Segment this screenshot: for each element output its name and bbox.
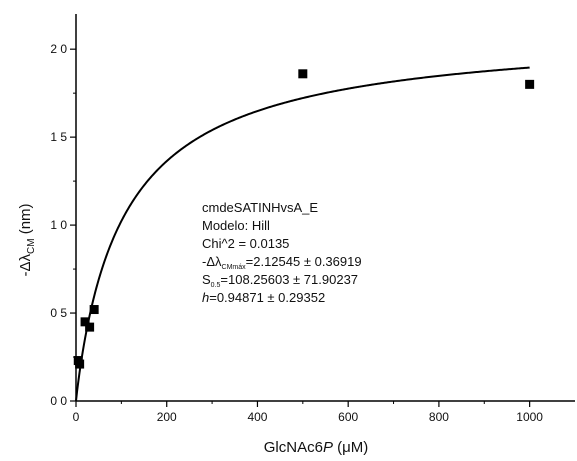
annotation-chi2: Chi^2 = 0.0135 <box>202 236 289 251</box>
data-point <box>85 322 95 332</box>
x-tick-label: 400 <box>247 410 267 424</box>
data-point <box>525 79 535 89</box>
y-tick-label: 2 0 <box>50 42 67 56</box>
x-tick-label: 1000 <box>516 410 543 424</box>
annotation-dataset: cmdeSATINHvsA_E <box>202 200 318 215</box>
y-tick-label: 1 5 <box>50 130 67 144</box>
data-point <box>75 359 85 369</box>
annotation-s05: S0.5=108.25603 ± 71.90237 <box>202 272 358 289</box>
annotation-model: Modelo: Hill <box>202 218 270 233</box>
data-point <box>298 69 308 79</box>
hill-fit-curve <box>75 66 530 402</box>
x-tick-label: 0 <box>73 410 80 424</box>
fit-annotation: cmdeSATINHvsA_E Modelo: Hill Chi^2 = 0.0… <box>202 200 362 305</box>
x-tick-label: 200 <box>157 410 177 424</box>
x-axis-label: GlcNAc6P (μM) <box>264 439 369 456</box>
y-ticks: 0 0 0 5 1 0 1 5 2 0 <box>50 42 76 408</box>
x-tick-label: 800 <box>429 410 449 424</box>
data-points <box>73 69 535 369</box>
y-tick-label: 1 0 <box>50 218 67 232</box>
annotation-hill-coefficient: h=0.94871 ± 0.29352 <box>202 290 325 305</box>
y-tick-label: 0 5 <box>50 306 67 320</box>
data-point <box>89 305 99 315</box>
x-tick-label: 600 <box>338 410 358 424</box>
data-point <box>80 317 90 327</box>
annotation-max: -ΔλCMmáx=2.12545 ± 0.36919 <box>202 254 362 271</box>
y-axis-label: -ΔλCM (nm) <box>17 203 37 276</box>
y-tick-label: 0 0 <box>50 394 67 408</box>
x-ticks: 0 200 400 600 800 1000 <box>73 401 543 424</box>
axes <box>75 14 575 402</box>
